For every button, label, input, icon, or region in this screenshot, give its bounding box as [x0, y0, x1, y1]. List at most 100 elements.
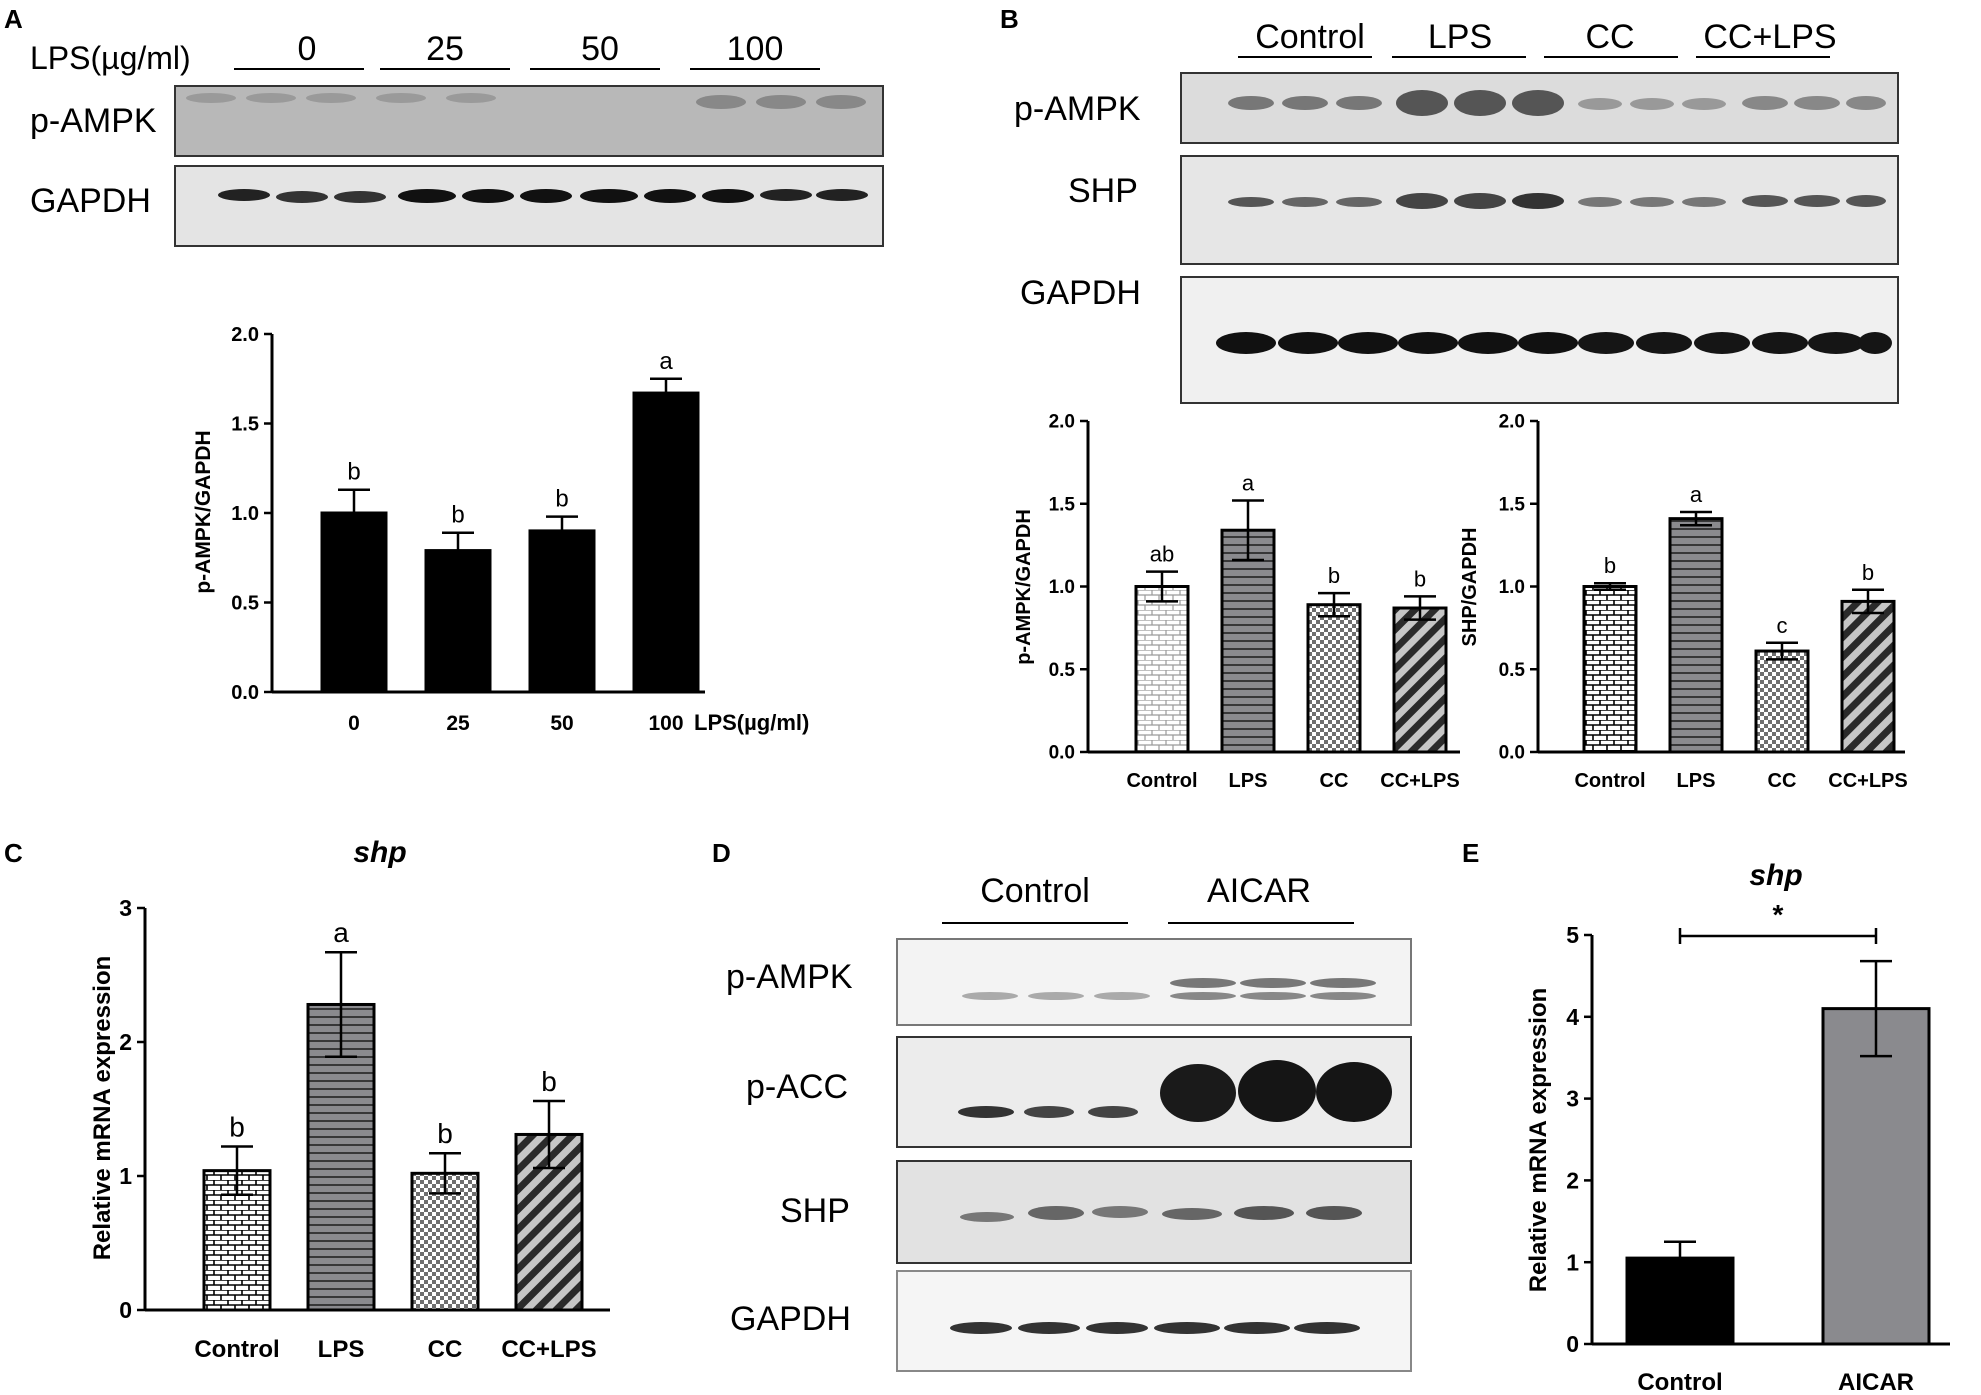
lane-group-label: Control: [980, 872, 1090, 910]
y-tick-label: 0: [119, 1297, 132, 1323]
blot-strip-gapdh: [174, 165, 884, 247]
band: [1742, 96, 1788, 110]
y-axis-label: SHP/GAPDH: [1459, 528, 1481, 647]
band: [1454, 193, 1506, 209]
band: [520, 189, 572, 203]
lane-group-label: 50: [581, 30, 619, 68]
lane-group-line: [1392, 56, 1526, 58]
lane-group-line: [1544, 56, 1678, 58]
panel-letter-c: C: [4, 838, 23, 868]
x-tick-label: CC: [428, 1336, 463, 1363]
x-tick-label: Control: [1574, 770, 1645, 792]
band: [376, 93, 426, 103]
band: [1808, 332, 1864, 354]
y-tick-label: 3: [119, 895, 132, 921]
blot-strip-p-acc: [896, 1036, 1412, 1148]
band: [1694, 332, 1750, 354]
lane-group-line: [380, 68, 510, 70]
band: [1336, 197, 1382, 207]
x-tick-label: Control: [194, 1336, 279, 1363]
band: [1458, 332, 1518, 354]
band: [1316, 1062, 1392, 1122]
significance-letter: b: [347, 459, 360, 486]
lane-group-label: Control: [1255, 18, 1365, 56]
panel-letter-a: A: [4, 4, 23, 34]
band: [1170, 978, 1236, 988]
significance-letter: b: [1862, 560, 1874, 585]
bar: [1754, 649, 1810, 754]
band: [1240, 992, 1306, 1000]
bar: [1220, 528, 1276, 754]
x-tick-label: CC+LPS: [501, 1336, 596, 1363]
band: [1630, 98, 1674, 110]
band: [756, 95, 806, 109]
significance-letter: b: [451, 502, 464, 529]
x-axis-label: LPS(µg/ml): [694, 710, 809, 735]
y-tick-label: 0.5: [1499, 660, 1526, 681]
band: [816, 95, 866, 109]
bar: [424, 549, 492, 694]
band: [950, 1322, 1012, 1334]
band: [644, 189, 696, 203]
band: [1858, 332, 1892, 354]
band: [1630, 197, 1674, 207]
y-tick-label: 2: [119, 1029, 132, 1055]
band: [958, 1106, 1014, 1118]
significance-letter: b: [541, 1066, 557, 1097]
band: [1338, 332, 1398, 354]
y-axis-label: Relative mRNA expression: [89, 956, 116, 1261]
band: [1306, 1206, 1362, 1220]
y-tick-label: 1: [1566, 1249, 1579, 1275]
band: [1578, 332, 1634, 354]
x-tick-label: Control: [1637, 1369, 1722, 1395]
lane-group-label: LPS: [1427, 18, 1493, 56]
blot-label-p-ampk: p-AMPK: [30, 102, 157, 140]
band: [246, 93, 296, 103]
lane-group-line: [690, 68, 820, 70]
y-tick-label: 1.0: [1049, 577, 1075, 598]
panel-letter-e: E: [1462, 838, 1480, 868]
x-tick-label: LPS: [1677, 770, 1716, 792]
band: [1278, 332, 1338, 354]
chart-title: shp: [1749, 859, 1802, 892]
band: [1752, 332, 1808, 354]
band: [1216, 332, 1276, 354]
band: [446, 93, 496, 103]
y-tick-label: 0.5: [231, 593, 259, 615]
lane-group-label: 0: [297, 30, 317, 68]
chart-e: 0 1 2 3 4 5 Relative mRNA expression shp Control…: [1525, 859, 1950, 1395]
bar: [1821, 1007, 1931, 1346]
chart-title: shp: [353, 836, 406, 869]
band: [816, 189, 868, 201]
blot-label-gapdh: GAPDH: [730, 1300, 851, 1338]
blot-label-p-ampk: p-AMPK: [1014, 90, 1141, 128]
significance-letter: a: [1242, 470, 1255, 495]
band: [398, 189, 456, 203]
lane-group-line: [234, 68, 364, 70]
chart-c: 0 1 2 3 Relative mRNA expression shp b Control a…: [89, 836, 610, 1363]
blot-label-gapdh: GAPDH: [1020, 274, 1141, 312]
y-tick-label: 0: [1566, 1331, 1579, 1357]
band: [1028, 992, 1084, 1000]
band: [580, 189, 638, 203]
chart-a: 0.0 0.5 1.0 1.5 2.0 p-AMPK/GAPDH b 0 b 25 b 50 a 100 L…: [192, 324, 809, 735]
band: [1228, 96, 1274, 110]
x-tick-label: 25: [446, 712, 470, 735]
x-tick-label: CC: [1320, 770, 1349, 792]
band: [1282, 96, 1328, 110]
band: [1024, 1106, 1074, 1118]
y-tick-label: 2.0: [1499, 412, 1525, 433]
blot-label-shp: SHP: [780, 1192, 850, 1230]
band: [218, 189, 270, 201]
bar: [1392, 606, 1448, 754]
blot-strip-shp: [1180, 155, 1899, 265]
lane-group-label: AICAR: [1207, 872, 1311, 910]
blot-strip-p-ampk: [174, 85, 884, 157]
significance-letter: b: [437, 1118, 453, 1149]
bar: [1134, 585, 1190, 754]
y-tick-label: 0.0: [231, 682, 259, 704]
bar: [1668, 517, 1724, 754]
bar: [1840, 599, 1896, 754]
band: [1234, 1206, 1294, 1220]
band: [1578, 197, 1622, 207]
